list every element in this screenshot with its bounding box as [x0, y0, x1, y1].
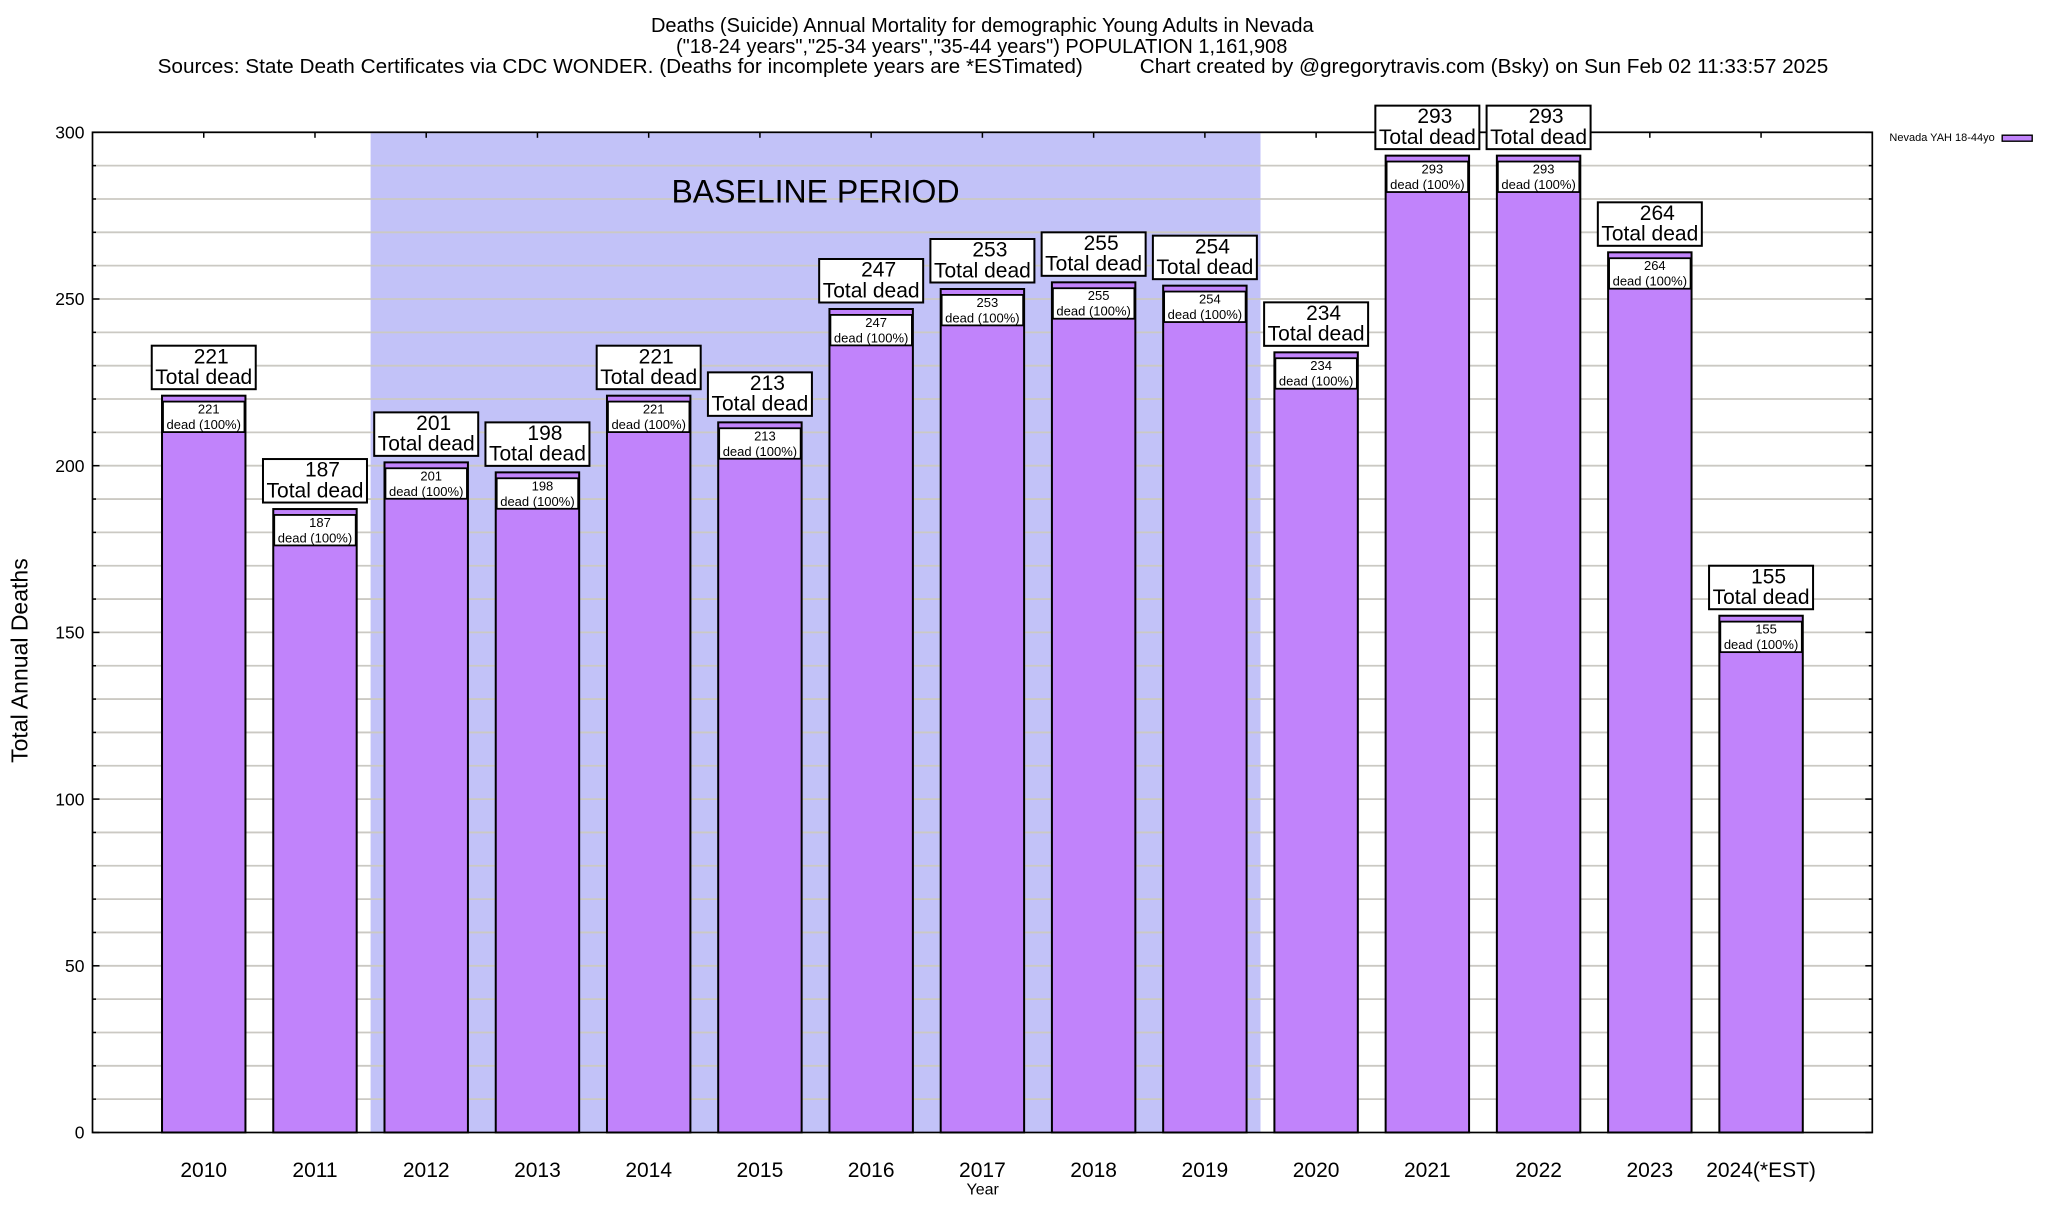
- svg-text:Sources: State Death Certifica: Sources: State Death Certificates via CD…: [158, 55, 1083, 78]
- svg-text:Total dead: Total dead: [1601, 223, 1698, 246]
- svg-text:2019: 2019: [1182, 1159, 1229, 1182]
- svg-text:155: 155: [1751, 565, 1786, 588]
- svg-text:2020: 2020: [1293, 1159, 1340, 1182]
- svg-text:Total dead: Total dead: [1045, 253, 1142, 276]
- svg-text:2017: 2017: [959, 1159, 1006, 1182]
- svg-text:Total dead: Total dead: [155, 366, 252, 389]
- svg-text:2018: 2018: [1070, 1159, 1117, 1182]
- svg-text:dead (100%): dead (100%): [611, 417, 685, 432]
- svg-text:dead (100%): dead (100%): [500, 494, 574, 509]
- svg-text:234: 234: [1306, 302, 1341, 325]
- svg-text:187: 187: [309, 515, 331, 530]
- svg-text:2014: 2014: [625, 1159, 672, 1182]
- svg-text:2022: 2022: [1515, 1159, 1562, 1182]
- svg-text:dead (100%): dead (100%): [167, 417, 241, 432]
- svg-text:Deaths (Suicide) Annual Mortal: Deaths (Suicide) Annual Mortality for de…: [651, 15, 1314, 37]
- svg-text:BASELINE PERIOD: BASELINE PERIOD: [671, 174, 959, 210]
- svg-text:Total dead: Total dead: [1268, 323, 1365, 346]
- svg-text:2011: 2011: [292, 1159, 337, 1182]
- svg-text:Year: Year: [967, 1182, 1000, 1199]
- svg-text:100: 100: [55, 789, 84, 809]
- svg-text:200: 200: [55, 456, 84, 476]
- svg-text:Total dead: Total dead: [1156, 256, 1253, 279]
- svg-text:Total dead: Total dead: [1379, 126, 1476, 149]
- svg-text:221: 221: [643, 402, 665, 417]
- svg-text:264: 264: [1644, 258, 1666, 273]
- svg-text:dead (100%): dead (100%): [389, 484, 463, 499]
- svg-text:247: 247: [861, 259, 896, 282]
- svg-text:dead (100%): dead (100%): [834, 330, 908, 345]
- svg-text:Total dead: Total dead: [600, 366, 697, 389]
- svg-text:255: 255: [1084, 232, 1119, 255]
- svg-text:Chart created by @gregorytravi: Chart created by @gregorytravis.com (Bsk…: [1140, 55, 1829, 78]
- svg-text:Total Annual Deaths: Total Annual Deaths: [7, 558, 33, 763]
- svg-text:Total dead: Total dead: [378, 433, 475, 456]
- svg-text:2024(*EST): 2024(*EST): [1706, 1159, 1816, 1182]
- svg-text:187: 187: [305, 459, 340, 482]
- svg-text:Total dead: Total dead: [711, 393, 808, 416]
- svg-text:Total dead: Total dead: [934, 259, 1031, 282]
- svg-text:264: 264: [1640, 202, 1675, 225]
- svg-text:247: 247: [865, 315, 887, 330]
- svg-text:dead (100%): dead (100%): [1613, 274, 1687, 289]
- svg-text:254: 254: [1199, 292, 1221, 307]
- svg-text:201: 201: [420, 468, 442, 483]
- svg-text:dead (100%): dead (100%): [1056, 304, 1130, 319]
- svg-text:Total dead: Total dead: [823, 279, 920, 302]
- svg-text:293: 293: [1533, 162, 1555, 177]
- svg-text:293: 293: [1417, 105, 1452, 128]
- svg-text:dead (100%): dead (100%): [1168, 307, 1242, 322]
- svg-text:234: 234: [1310, 358, 1332, 373]
- svg-text:201: 201: [416, 412, 451, 435]
- svg-text:dead (100%): dead (100%): [1501, 177, 1575, 192]
- svg-text:2013: 2013: [514, 1159, 561, 1182]
- svg-text:250: 250: [55, 289, 84, 309]
- svg-text:dead (100%): dead (100%): [723, 444, 797, 459]
- svg-text:Total dead: Total dead: [267, 479, 364, 502]
- svg-text:253: 253: [972, 239, 1007, 262]
- svg-text:dead (100%): dead (100%): [1724, 637, 1798, 652]
- svg-text:Total dead: Total dead: [489, 443, 586, 466]
- svg-text:293: 293: [1421, 162, 1443, 177]
- svg-text:255: 255: [1088, 288, 1110, 303]
- svg-text:300: 300: [55, 123, 84, 143]
- svg-text:dead (100%): dead (100%): [1390, 177, 1464, 192]
- svg-text:221: 221: [639, 345, 674, 368]
- svg-text:155: 155: [1755, 622, 1777, 637]
- svg-text:213: 213: [754, 428, 776, 443]
- svg-text:dead (100%): dead (100%): [945, 310, 1019, 325]
- svg-text:293: 293: [1529, 105, 1564, 128]
- svg-text:2010: 2010: [180, 1159, 227, 1182]
- svg-text:Total dead: Total dead: [1713, 586, 1810, 609]
- svg-text:2012: 2012: [403, 1159, 450, 1182]
- svg-text:("18-24 years","25-34 years",": ("18-24 years","25-34 years","35-44 year…: [676, 36, 1287, 58]
- svg-text:213: 213: [750, 372, 785, 395]
- svg-text:50: 50: [65, 956, 85, 976]
- svg-text:150: 150: [55, 623, 84, 643]
- svg-text:221: 221: [198, 402, 220, 417]
- svg-text:dead (100%): dead (100%): [1279, 374, 1353, 389]
- svg-text:2015: 2015: [737, 1159, 784, 1182]
- svg-text:198: 198: [527, 422, 562, 445]
- svg-text:198: 198: [532, 478, 554, 493]
- svg-text:2016: 2016: [848, 1159, 895, 1182]
- svg-text:Total dead: Total dead: [1490, 126, 1587, 149]
- svg-text:Nevada YAH 18-44yo: Nevada YAH 18-44yo: [1889, 132, 1994, 144]
- svg-text:254: 254: [1195, 235, 1230, 258]
- svg-text:2021: 2021: [1404, 1159, 1451, 1182]
- svg-text:dead (100%): dead (100%): [278, 530, 352, 545]
- svg-text:221: 221: [194, 345, 229, 368]
- svg-text:0: 0: [75, 1123, 85, 1143]
- svg-text:253: 253: [977, 295, 999, 310]
- svg-text:2023: 2023: [1626, 1159, 1673, 1182]
